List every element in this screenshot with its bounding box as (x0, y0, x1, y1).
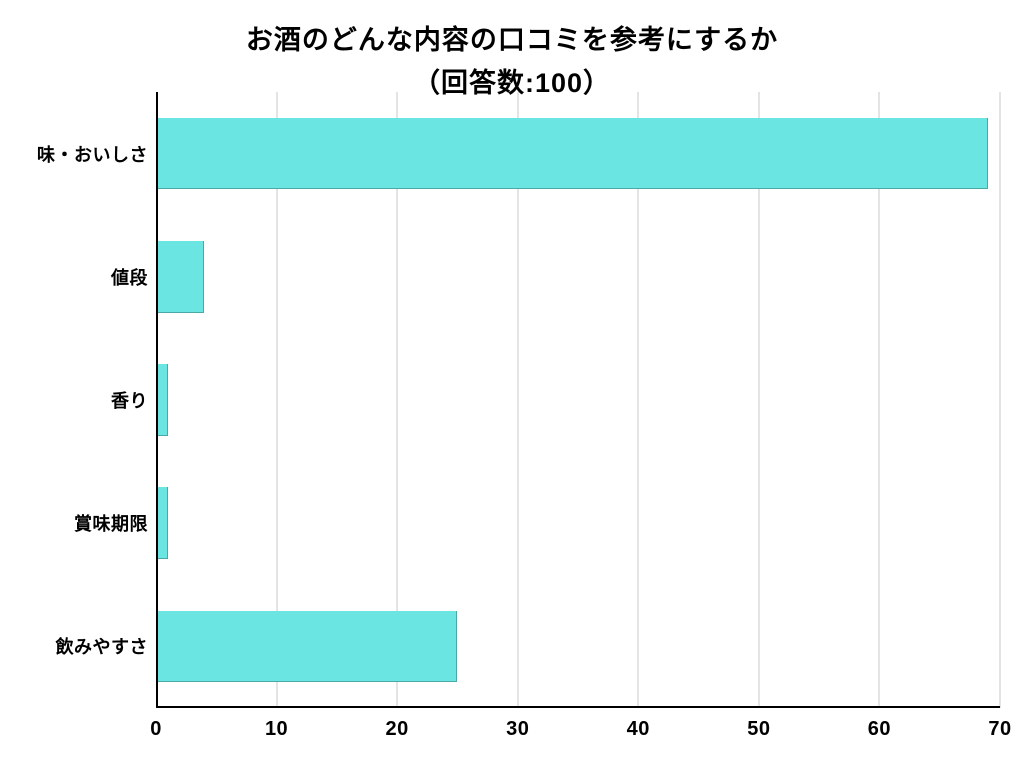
x-axis-label: 40 (627, 718, 650, 741)
gridline (999, 92, 1001, 708)
chart-container: お酒のどんな内容の口コミを参考にするか （回答数:100） 味・おいしさ値段香り… (0, 0, 1024, 768)
y-axis-label: 飲みやすさ (0, 633, 148, 659)
plot-area (156, 92, 1000, 708)
x-axis-label: 10 (265, 718, 288, 741)
x-axis (156, 706, 1000, 708)
x-axis-label: 70 (988, 718, 1011, 741)
x-axis-label: 60 (868, 718, 891, 741)
y-axis (156, 92, 158, 708)
bar (156, 118, 988, 189)
bar (156, 611, 457, 682)
bar (156, 241, 204, 312)
x-axis-label: 20 (386, 718, 409, 741)
y-axis-label: 値段 (0, 264, 148, 290)
y-axis-label: 味・おいしさ (0, 141, 148, 167)
y-axis-label: 香り (0, 387, 148, 413)
chart-title-line-1: お酒のどんな内容の口コミを参考にするか (14, 18, 1010, 57)
chart-title: お酒のどんな内容の口コミを参考にするか （回答数:100） (14, 18, 1010, 100)
x-axis-label: 30 (506, 718, 529, 741)
x-axis-label: 0 (150, 718, 162, 741)
x-axis-label: 50 (747, 718, 770, 741)
y-axis-label: 賞味期限 (0, 510, 148, 536)
